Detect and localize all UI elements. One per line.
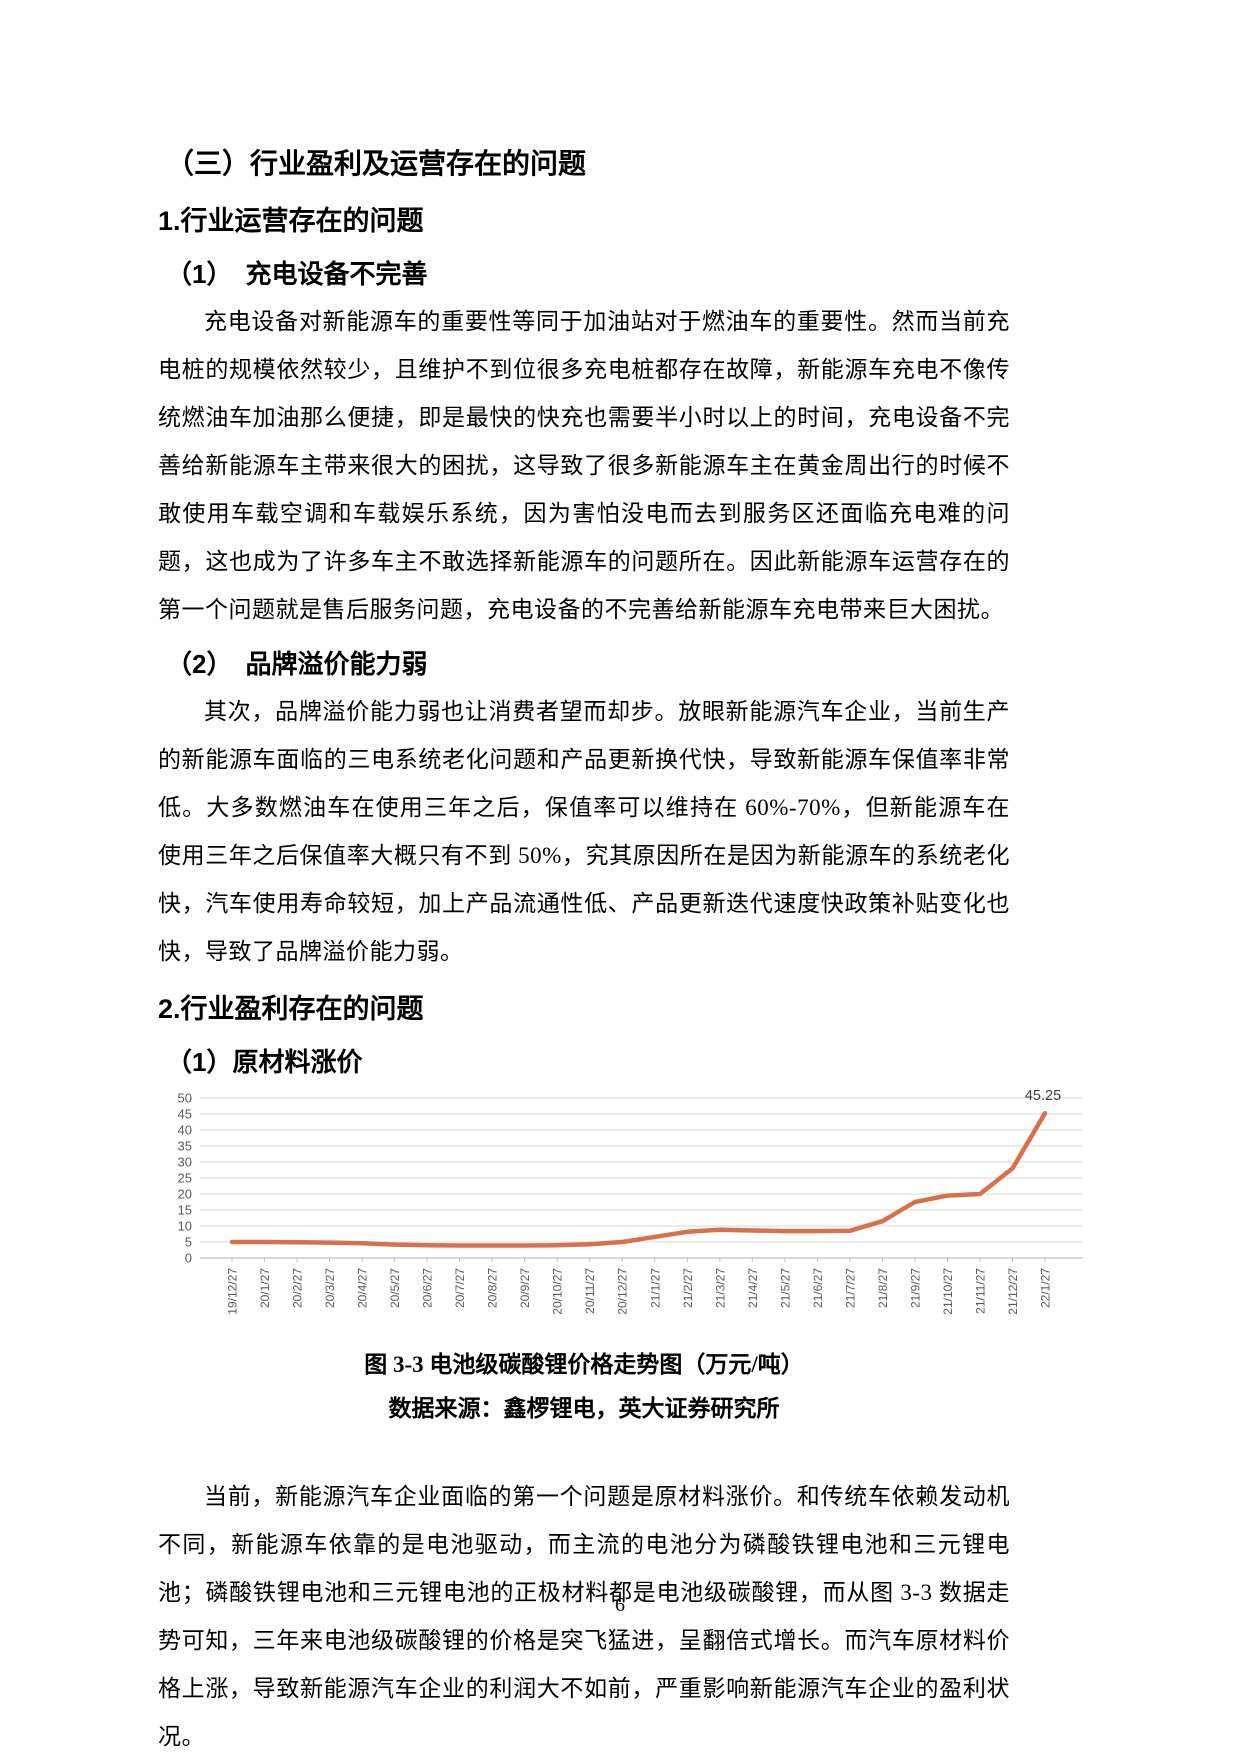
x-axis-tick-label: 20/10/27	[551, 1268, 565, 1315]
x-axis-tick-label: 21/9/27	[908, 1268, 922, 1308]
x-axis-tick-label: 20/2/27	[291, 1268, 305, 1308]
x-axis-tick-label: 21/4/27	[746, 1268, 760, 1308]
paragraph-raw-material-price: 当前，新能源汽车企业面临的第一个问题是原材料涨价。和传统车依赖发动机不同，新能源…	[158, 1484, 1010, 1749]
x-axis-tick-label: 21/8/27	[876, 1268, 890, 1308]
x-axis-tick-label: 20/1/27	[258, 1268, 272, 1308]
price-line	[229, 1110, 1048, 1248]
chart-container: 0 5 10 15 20 25 30 35 40 45 50 19/12/27 20/1/27 20/2/…	[158, 1086, 1083, 1343]
x-axis-tick-label: 21/3/27	[713, 1268, 727, 1308]
page-content: （三）行业盈利及运营存在的问题 1.行业运营存在的问题 （1） 充电设备不完善 …	[158, 138, 1083, 1754]
x-axis-tick-label: 21/2/27	[681, 1268, 695, 1308]
x-axis-tick-label: 20/9/27	[518, 1268, 532, 1308]
figure-source: 数据来源：鑫椤锂电，英大证券研究所	[388, 1396, 780, 1421]
y-axis-tick-label: 5	[185, 1235, 192, 1250]
x-axis-tick-label: 21/7/27	[843, 1268, 857, 1308]
y-axis-tick-label: 30	[178, 1155, 192, 1170]
y-axis-tick-label: 20	[178, 1187, 192, 1202]
y-axis-tick-label: 15	[178, 1203, 192, 1218]
paragraph-brand-premium: 其次，品牌溢价能力弱也让消费者望而却步。放眼新能源汽车企业，当前生产的新能源车面…	[158, 699, 1010, 964]
x-axis-tick-label: 19/12/27	[226, 1268, 240, 1315]
last-point-data-label: 45.25	[1025, 1088, 1061, 1104]
x-axis-tick-label: 21/5/27	[778, 1268, 792, 1308]
subsection-heading-operations: 1.行业运营存在的问题	[158, 206, 424, 236]
x-axis-tick-label: 20/8/27	[486, 1268, 500, 1308]
x-axis-tick-label: 21/12/27	[1006, 1268, 1020, 1315]
x-axis-tick-label: 21/10/27	[941, 1268, 955, 1315]
y-axis-tick-label: 0	[185, 1251, 192, 1266]
y-axis-tick-label: 40	[178, 1123, 192, 1138]
x-axis-tick-label: 20/5/27	[388, 1268, 402, 1308]
section-heading: （三）行业盈利及运营存在的问题	[166, 148, 587, 179]
x-axis-tick-label: 20/4/27	[356, 1268, 370, 1308]
x-axis-tick-label: 21/11/27	[973, 1268, 987, 1314]
x-axis-tick-label: 21/1/27	[648, 1268, 662, 1308]
x-axis-tick-label: 20/6/27	[421, 1268, 435, 1308]
x-axis-tick-label: 20/3/27	[323, 1268, 337, 1308]
subsection-heading-profit: 2.行业盈利存在的问题	[158, 994, 424, 1024]
item-heading-raw-material: （1）原材料涨价	[166, 1047, 363, 1077]
x-axis-tick-label: 20/11/27	[583, 1268, 597, 1314]
y-axis-tick-label: 50	[178, 1091, 192, 1106]
x-axis-tick-label: 21/6/27	[811, 1268, 825, 1308]
x-axis-tick-label: 22/1/27	[1039, 1268, 1053, 1308]
y-axis-tick-label: 10	[178, 1219, 192, 1234]
paragraph-charging-equipment: 充电设备对新能源车的重要性等同于加油站对于燃油车的重要性。然而当前充电桩的规模依…	[158, 309, 1010, 622]
y-axis-tick-label: 45	[178, 1107, 192, 1122]
item-heading-charging: （1） 充电设备不完善	[166, 259, 428, 289]
y-axis-tick-label: 35	[178, 1139, 192, 1154]
item-heading-brand-premium: （2） 品牌溢价能力弱	[166, 649, 428, 679]
page-number: 6	[615, 1594, 625, 1616]
figure-caption: 图 3-3 电池级碳酸锂价格走势图（万元/吨）	[364, 1352, 804, 1377]
x-axis-tick-label: 20/12/27	[616, 1268, 630, 1315]
x-axis-tick-label: 20/7/27	[453, 1268, 467, 1308]
y-axis-tick-label: 25	[178, 1171, 192, 1186]
